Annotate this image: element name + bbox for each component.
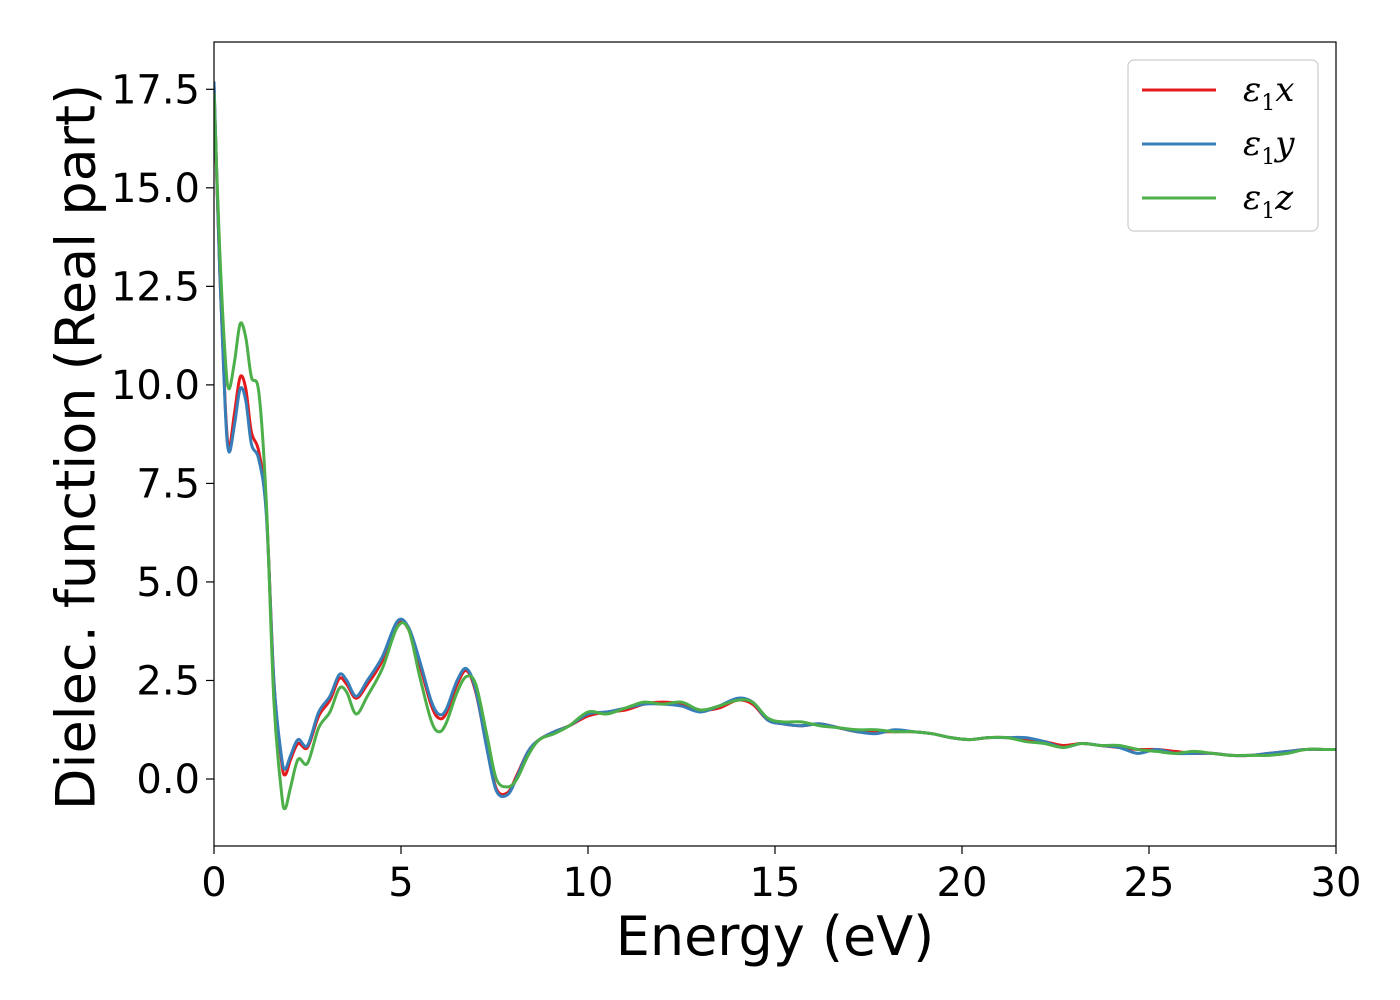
x-tick-label: 10 [563,860,614,906]
legend-label-y: ε1y [1243,124,1295,170]
legend-box [1127,59,1319,232]
y-tick-label: 15.0 [111,166,200,212]
x-tick-label: 15 [750,860,801,906]
y-tick-label: 2.5 [136,658,200,704]
y-axis: 0.0 2.5 5.0 7.5 10.0 12.5 15.0 17.5 [111,67,214,803]
y-tick-label: 17.5 [111,67,200,113]
y-axis-label: Dielec. function (Real part) [45,84,108,810]
y-tick-label: 0.0 [136,757,200,803]
x-tick-label: 5 [388,860,413,906]
x-tick-label: 0 [201,860,226,906]
x-axis: 0 5 10 15 20 25 30 [201,846,1361,906]
plot-area [214,81,1336,811]
legend-label-z: ε1z [1243,178,1294,224]
y-tick-label: 10.0 [111,363,200,409]
series-line-z [214,93,1336,811]
y-tick-label: 7.5 [136,461,200,507]
y-tick-label: 12.5 [111,264,200,310]
x-tick-label: 30 [1311,860,1362,906]
x-axis-label: Energy (eV) [616,905,935,968]
x-tick-label: 25 [1124,860,1175,906]
legend: ε1x ε1y ε1z [1127,59,1319,232]
legend-label-x: ε1x [1243,70,1294,116]
x-tick-label: 20 [937,860,988,906]
y-tick-label: 5.0 [136,560,200,606]
